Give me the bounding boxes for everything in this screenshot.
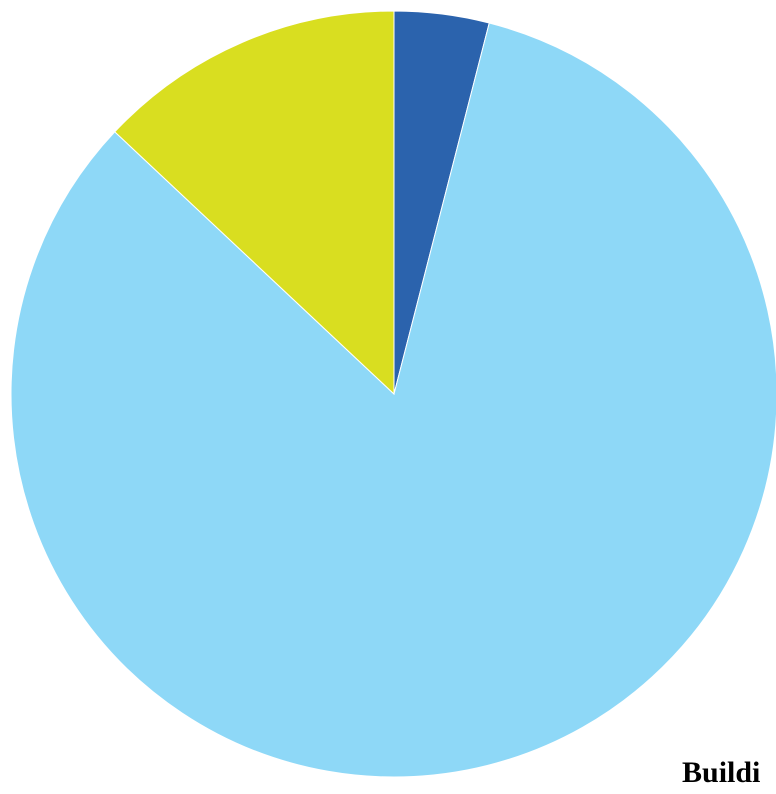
- pie-slice-2: [10, 22, 776, 778]
- pie-slice-3: [114, 10, 395, 396]
- legend-label-partial: Buildi: [682, 756, 761, 789]
